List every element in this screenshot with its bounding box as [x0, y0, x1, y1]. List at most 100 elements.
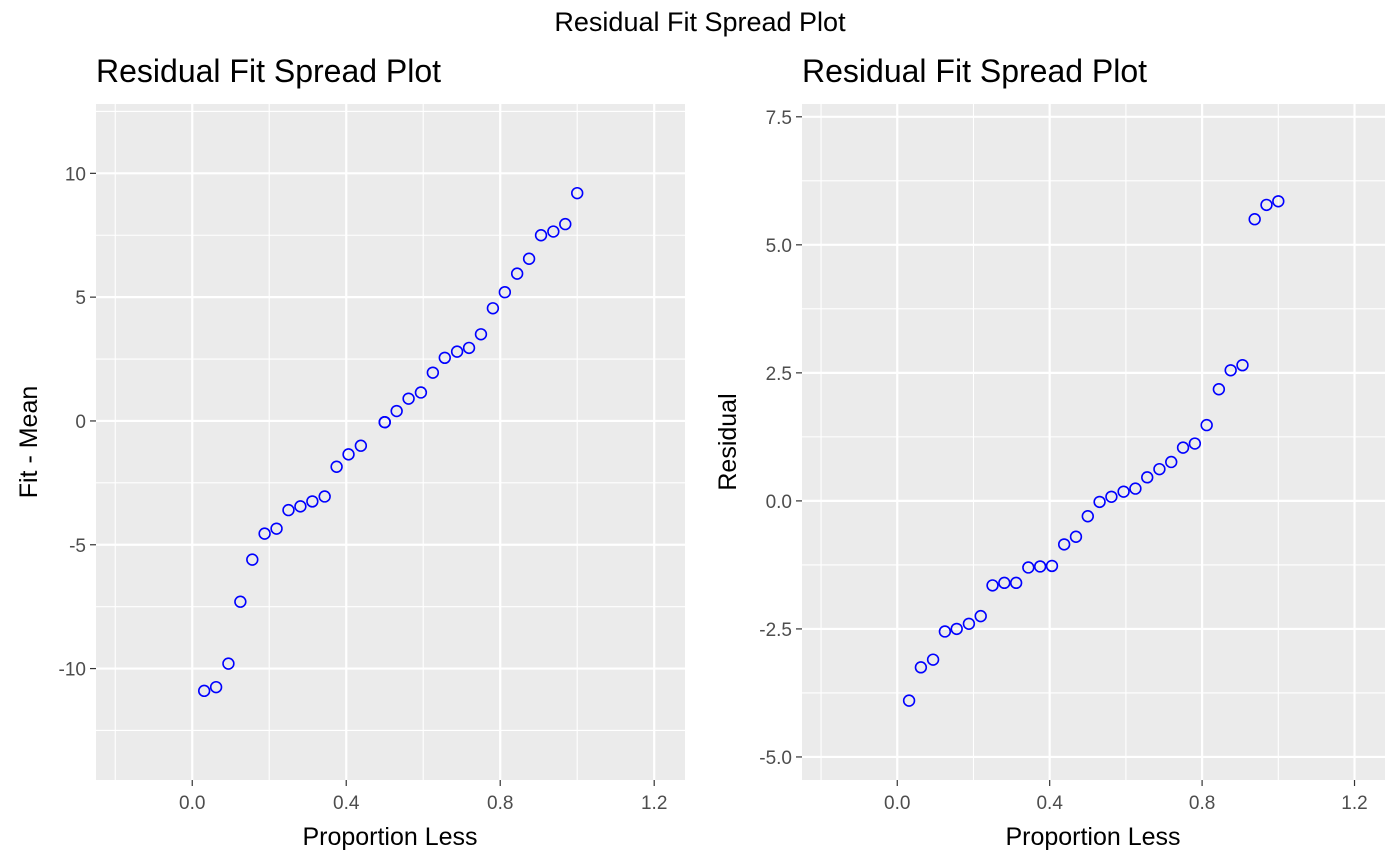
right-data-point [902, 694, 916, 707]
right-data-point [1153, 462, 1166, 476]
right-data-point [1236, 358, 1249, 372]
left-data-point [571, 186, 584, 200]
right-data-point [1165, 455, 1178, 469]
right-y-tick-label: -2.5 [759, 620, 792, 641]
right-y-tick-label: 7.5 [766, 108, 792, 129]
right-data-point [1022, 561, 1035, 574]
left-y-tick-label: -5 [69, 536, 86, 557]
right-data-point [1105, 490, 1118, 503]
left-data-point [390, 404, 403, 418]
right-y-axis-label: Residual [714, 393, 742, 490]
left-y-tick-label: 0 [75, 412, 86, 433]
left-y-tick-label: -10 [59, 660, 86, 681]
left-data-point [306, 495, 319, 508]
right-data-point [1009, 576, 1023, 590]
left-x-tick-label: 1.2 [641, 793, 667, 814]
left-data-point [402, 392, 415, 405]
left-data-point [258, 527, 271, 540]
left-x-tick-label: 0.4 [333, 793, 360, 814]
right-data-point [986, 579, 999, 592]
left-chart-title: Residual Fit Spread Plot [96, 53, 441, 89]
left-data-point [498, 285, 512, 299]
left-data-point [510, 267, 524, 280]
right-data-point [1129, 482, 1142, 495]
right-data-point [914, 661, 928, 674]
left-data-point [330, 460, 343, 473]
left-data-point [197, 684, 211, 698]
right-data-point [1081, 510, 1094, 523]
left-data-point [282, 503, 295, 517]
left-data-point [234, 595, 247, 608]
left-x-tick-label: 0.8 [487, 793, 513, 814]
right-data-point [974, 609, 987, 623]
right-data-point [1045, 559, 1059, 573]
right-gridlines [802, 104, 1385, 780]
right-data-point [962, 617, 976, 631]
right-data-point [926, 653, 940, 666]
left-data-point [294, 500, 307, 513]
left-y-tick-label: 5 [75, 288, 86, 309]
right-data-point [1176, 441, 1190, 454]
left-data-point [462, 341, 476, 355]
right-data-point [1200, 418, 1213, 432]
left-data-point [486, 302, 500, 315]
left-data-point [414, 386, 428, 399]
left-plot-area [96, 104, 685, 780]
left-data-point [342, 448, 355, 461]
right-data-point [1069, 530, 1083, 543]
right-data-point [1224, 364, 1237, 377]
left-data-point [474, 328, 488, 341]
left-x-axis-label: Proportion Less [302, 823, 477, 851]
right-x-tick-label: 0.0 [884, 793, 910, 814]
right-data-point [1033, 560, 1047, 573]
left-data-point [547, 225, 560, 238]
left-data-point [522, 252, 536, 265]
right-y-axis: -5.0 -2.5 0.0 2.5 5.0 7.5 [759, 108, 802, 769]
left-data-point [270, 522, 283, 535]
right-data-point [1093, 495, 1106, 509]
left-data-point [318, 490, 331, 503]
right-y-tick-label: 5.0 [766, 236, 792, 257]
left-points [197, 186, 584, 698]
left-x-tick-label: 0.0 [179, 793, 205, 814]
right-data-point [1260, 198, 1273, 212]
right-data-point [1141, 471, 1154, 484]
right-data-point [950, 622, 963, 636]
left-data-point [354, 439, 368, 452]
right-data-point [1272, 195, 1285, 208]
right-data-point [1188, 437, 1202, 450]
right-data-point [1212, 383, 1226, 396]
right-x-axis-label: Proportion Less [1005, 823, 1180, 851]
right-chart: Residual Fit Spread Plot -5.0 -2.5 0.0 2.5 5… [714, 53, 1385, 851]
left-data-point [450, 345, 464, 358]
left-data-point [209, 680, 223, 694]
right-data-point [998, 576, 1011, 590]
right-x-tick-label: 0.4 [1036, 793, 1063, 814]
left-data-point [426, 366, 440, 379]
left-data-point [534, 229, 548, 242]
left-data-point [559, 217, 572, 231]
right-x-tick-label: 1.2 [1341, 793, 1367, 814]
left-y-axis-label: Fit - Mean [15, 386, 43, 499]
right-x-axis: 0.0 0.4 0.8 1.2 [884, 780, 1368, 814]
figure-suptitle: Residual Fit Spread Plot [554, 7, 846, 37]
left-y-tick-label: 10 [65, 164, 86, 185]
left-data-point [222, 657, 235, 670]
left-data-point [246, 553, 259, 566]
right-y-tick-label: 0.0 [766, 492, 792, 513]
right-y-tick-label: 2.5 [766, 364, 792, 385]
right-data-point [938, 625, 952, 638]
left-y-axis: -10 -5 0 5 10 [59, 164, 96, 681]
left-data-point [438, 351, 451, 365]
left-data-point [378, 415, 391, 429]
right-x-tick-label: 0.8 [1189, 793, 1215, 814]
right-chart-title: Residual Fit Spread Plot [802, 53, 1147, 89]
right-data-point [1248, 213, 1261, 226]
right-data-point [1117, 485, 1130, 498]
right-data-point [1057, 538, 1071, 551]
right-y-tick-label: -5.0 [759, 748, 792, 769]
left-x-axis: 0.0 0.4 0.8 1.2 [179, 780, 667, 814]
